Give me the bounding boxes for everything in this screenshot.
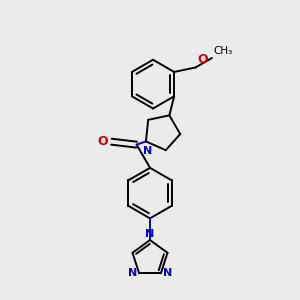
Text: N: N bbox=[143, 146, 152, 156]
Text: N: N bbox=[128, 268, 137, 278]
Text: O: O bbox=[197, 53, 208, 66]
Text: CH₃: CH₃ bbox=[213, 46, 232, 56]
Text: O: O bbox=[97, 135, 108, 148]
Text: N: N bbox=[163, 268, 172, 278]
Text: N: N bbox=[146, 229, 154, 238]
